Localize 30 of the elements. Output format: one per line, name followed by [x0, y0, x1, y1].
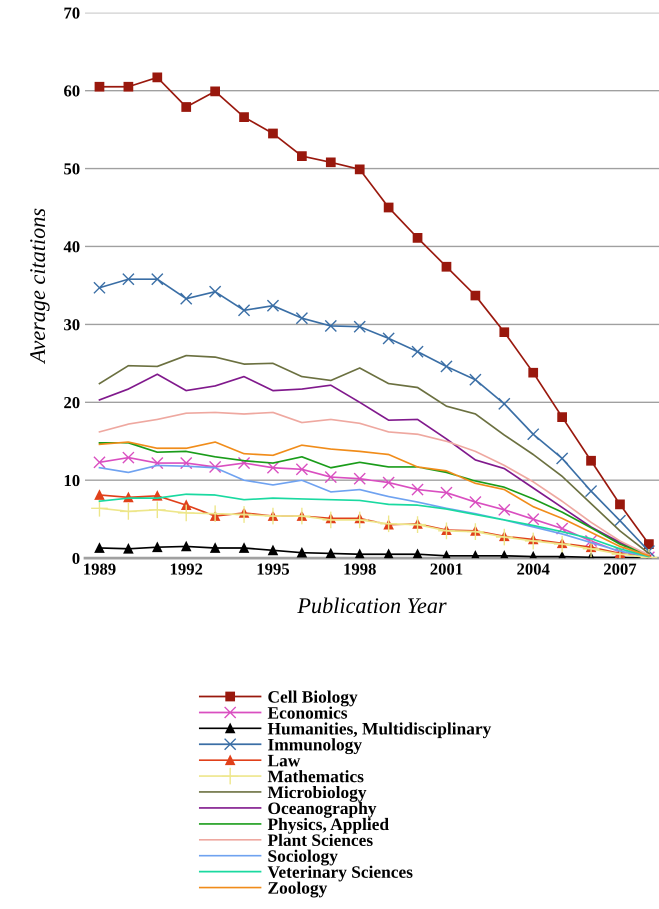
y-axis-title: Average citations [30, 208, 50, 364]
x-tick-label: 1998 [344, 563, 376, 575]
legend-label: Cell Biology [268, 690, 358, 706]
legend-label: Economics [268, 706, 348, 719]
x-tick-label: 1995 [258, 564, 290, 575]
legend-label: Law [268, 754, 300, 766]
y-tick-label: 20 [64, 396, 80, 408]
legend-label: Oceanography [268, 802, 376, 818]
legend-label: Microbiology [268, 786, 366, 802]
legend-label: Physics, Applied [268, 818, 389, 834]
legend-label: Plant Sciences [268, 834, 373, 846]
legend-label: Sociology [268, 850, 338, 866]
y-tick-label: 60 [64, 85, 80, 97]
legend-label: Mathematics [268, 770, 364, 782]
y-tick-label: 70 [64, 7, 80, 19]
y-tick-label: 0 [72, 552, 80, 564]
y-tick-label: 40 [64, 241, 80, 252]
legend-label: Immunology [268, 738, 362, 754]
x-tick-label: 2004 [517, 563, 550, 575]
y-tick-label: 30 [64, 319, 80, 330]
x-tick-label: 1989 [84, 563, 116, 575]
x-tick-label: 2007 [604, 563, 636, 575]
x-tick-label: 1992 [170, 564, 202, 575]
legend-label: Zoology [268, 882, 328, 898]
legend-label: Humanities, Multidisciplinary [268, 722, 492, 738]
legend-label: Veterinary Sciences [268, 866, 413, 882]
y-tick-label: 50 [64, 163, 80, 174]
y-tick-label: 10 [64, 474, 80, 486]
x-tick-label: 2001 [430, 563, 462, 575]
x-axis-title: Publication Year [297, 598, 447, 614]
